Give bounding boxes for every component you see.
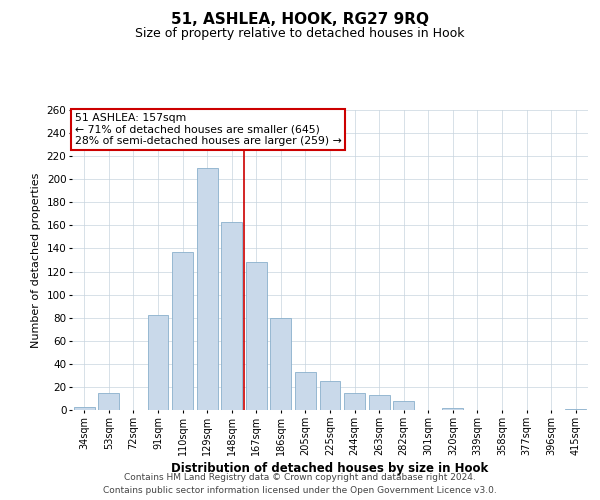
Bar	[172, 252, 193, 410]
Bar	[271, 318, 292, 410]
Text: Size of property relative to detached houses in Hook: Size of property relative to detached ho…	[135, 28, 465, 40]
Text: 51, ASHLEA, HOOK, RG27 9RQ: 51, ASHLEA, HOOK, RG27 9RQ	[171, 12, 429, 28]
Bar	[148, 316, 169, 410]
Bar	[442, 408, 463, 410]
Bar	[393, 401, 414, 410]
Bar	[295, 372, 316, 410]
Bar	[320, 381, 340, 410]
Bar	[368, 395, 389, 410]
Bar	[221, 222, 242, 410]
Bar	[565, 409, 586, 410]
Text: 51 ASHLEA: 157sqm
← 71% of detached houses are smaller (645)
28% of semi-detache: 51 ASHLEA: 157sqm ← 71% of detached hous…	[74, 113, 341, 146]
Y-axis label: Number of detached properties: Number of detached properties	[31, 172, 41, 348]
Text: Contains HM Land Registry data © Crown copyright and database right 2024.: Contains HM Land Registry data © Crown c…	[124, 472, 476, 482]
Bar	[74, 406, 95, 410]
Bar	[246, 262, 267, 410]
X-axis label: Distribution of detached houses by size in Hook: Distribution of detached houses by size …	[172, 462, 488, 475]
Bar	[98, 392, 119, 410]
Text: Contains public sector information licensed under the Open Government Licence v3: Contains public sector information licen…	[103, 486, 497, 495]
Bar	[197, 168, 218, 410]
Bar	[344, 392, 365, 410]
